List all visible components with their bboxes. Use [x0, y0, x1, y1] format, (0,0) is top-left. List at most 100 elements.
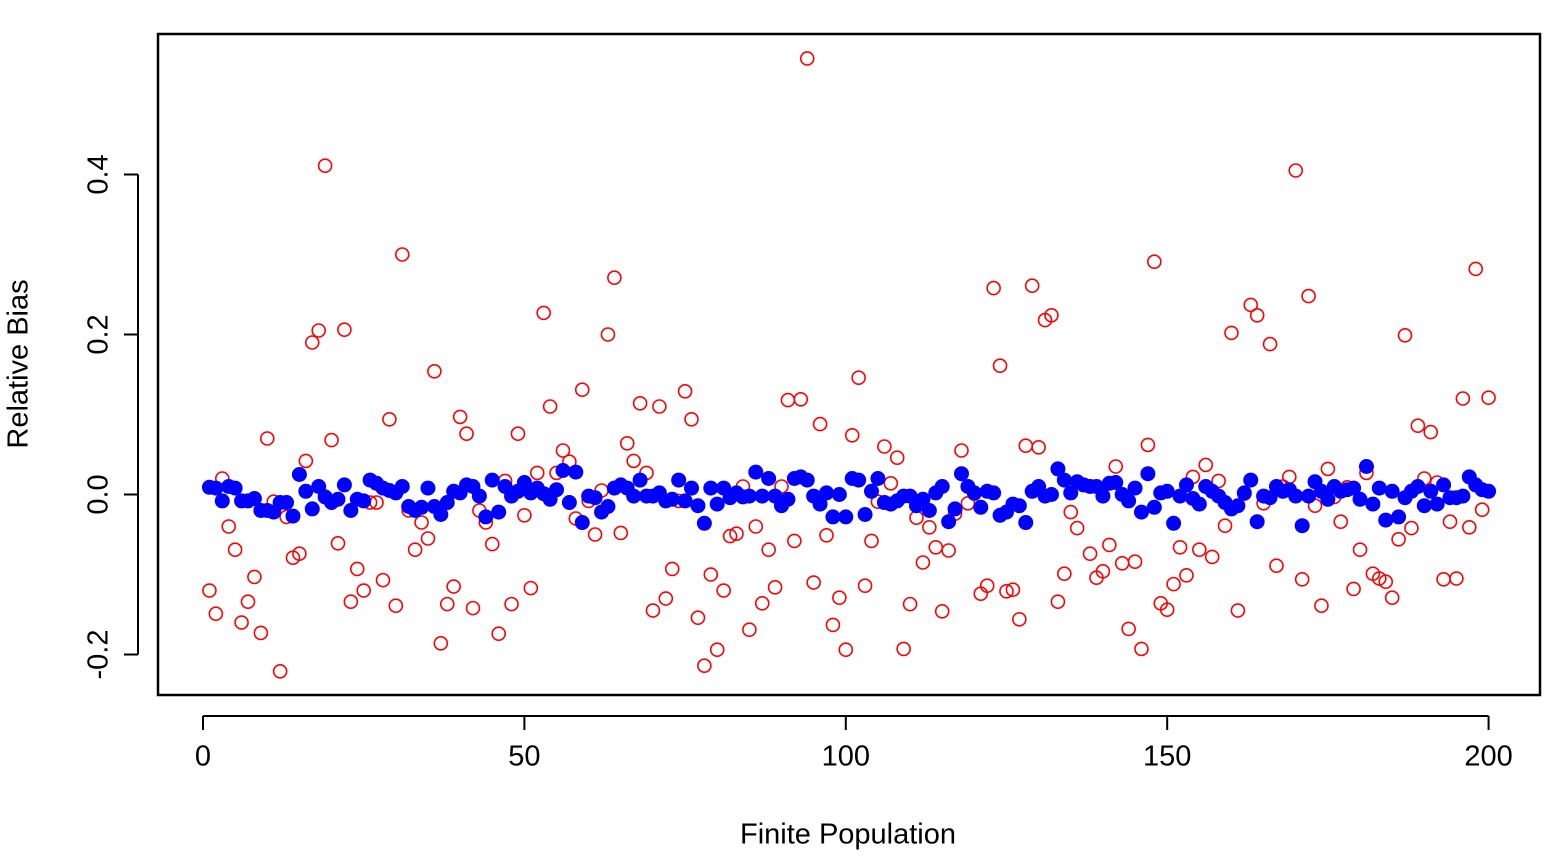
point [600, 499, 616, 515]
point [446, 579, 461, 594]
point [459, 426, 474, 442]
point [1352, 542, 1368, 558]
point [471, 488, 487, 504]
point [877, 439, 892, 454]
point [1024, 278, 1040, 293]
point [722, 528, 738, 544]
point [330, 536, 346, 551]
point [1057, 566, 1072, 582]
point [754, 596, 770, 611]
point [838, 642, 854, 658]
point [587, 490, 603, 506]
point [1011, 498, 1027, 514]
point [767, 580, 783, 595]
point [484, 536, 500, 552]
point [986, 485, 1002, 501]
point [272, 664, 288, 679]
point [928, 540, 944, 555]
point [619, 436, 635, 451]
point [677, 493, 693, 509]
point [382, 412, 397, 427]
point [922, 520, 937, 535]
point [973, 499, 989, 515]
point [1140, 466, 1156, 482]
point [632, 396, 648, 411]
point [285, 508, 301, 524]
x-tick-label: 200 [1464, 741, 1512, 773]
point [626, 453, 641, 469]
point [529, 465, 545, 481]
point [1063, 504, 1079, 520]
point [1211, 473, 1226, 489]
point [221, 519, 237, 534]
point [1371, 480, 1387, 496]
point [1159, 602, 1175, 618]
point [1455, 488, 1471, 504]
point [536, 305, 551, 321]
point [1230, 498, 1246, 514]
point [1095, 488, 1111, 504]
point [684, 412, 699, 427]
point [1108, 459, 1124, 474]
point [407, 542, 423, 558]
point [941, 543, 956, 558]
point [1134, 641, 1149, 657]
x-tick-label: 150 [1143, 741, 1191, 773]
point [664, 561, 680, 577]
point [1391, 509, 1407, 525]
point [1288, 488, 1304, 504]
point [838, 509, 854, 525]
point [626, 488, 642, 504]
point [246, 491, 262, 507]
point [1095, 564, 1111, 579]
point [684, 480, 700, 496]
point [613, 525, 629, 541]
point [1474, 502, 1490, 518]
point [947, 501, 963, 517]
point [748, 464, 764, 480]
point [793, 392, 809, 407]
point [1127, 554, 1143, 570]
x-axis-label: Finite Population [740, 819, 956, 851]
point [690, 498, 706, 514]
point [1063, 485, 1079, 501]
point [716, 583, 731, 598]
y-axis-label: Relative Bias [3, 279, 35, 448]
point [349, 561, 365, 577]
point [439, 495, 455, 511]
point [709, 642, 725, 658]
point [832, 590, 847, 606]
point [1262, 490, 1278, 506]
point [298, 483, 314, 499]
point [1230, 603, 1246, 618]
point [1429, 496, 1445, 512]
point [292, 546, 307, 562]
point [799, 51, 815, 66]
point [934, 479, 950, 495]
point [1102, 537, 1117, 553]
point [587, 527, 603, 542]
point [1391, 532, 1406, 547]
point [831, 487, 847, 503]
point [388, 598, 404, 614]
point [1031, 440, 1046, 455]
point [517, 508, 532, 523]
point [979, 578, 995, 594]
point [555, 463, 571, 479]
point [934, 604, 950, 619]
point [561, 495, 577, 511]
point [1294, 572, 1310, 587]
point [523, 580, 539, 596]
point [799, 472, 815, 488]
point [1243, 297, 1259, 313]
point [1378, 512, 1394, 528]
point [1282, 469, 1297, 485]
point [394, 247, 410, 262]
point [825, 509, 841, 525]
point [806, 575, 821, 590]
point [851, 472, 867, 488]
point [819, 528, 834, 543]
point [542, 399, 558, 414]
point [1404, 520, 1419, 536]
point [1461, 520, 1477, 535]
